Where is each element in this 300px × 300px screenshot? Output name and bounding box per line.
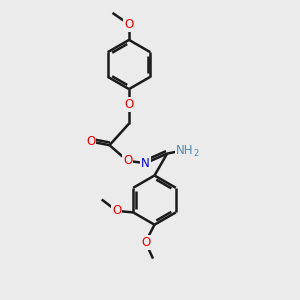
Text: O: O bbox=[124, 98, 134, 111]
Text: O: O bbox=[124, 18, 134, 31]
Text: O: O bbox=[112, 204, 121, 218]
Text: NH: NH bbox=[176, 143, 193, 157]
Text: O: O bbox=[123, 154, 132, 167]
Text: 2: 2 bbox=[193, 149, 198, 158]
Text: O: O bbox=[141, 236, 150, 249]
Text: O: O bbox=[86, 135, 95, 148]
Text: N: N bbox=[141, 157, 150, 170]
